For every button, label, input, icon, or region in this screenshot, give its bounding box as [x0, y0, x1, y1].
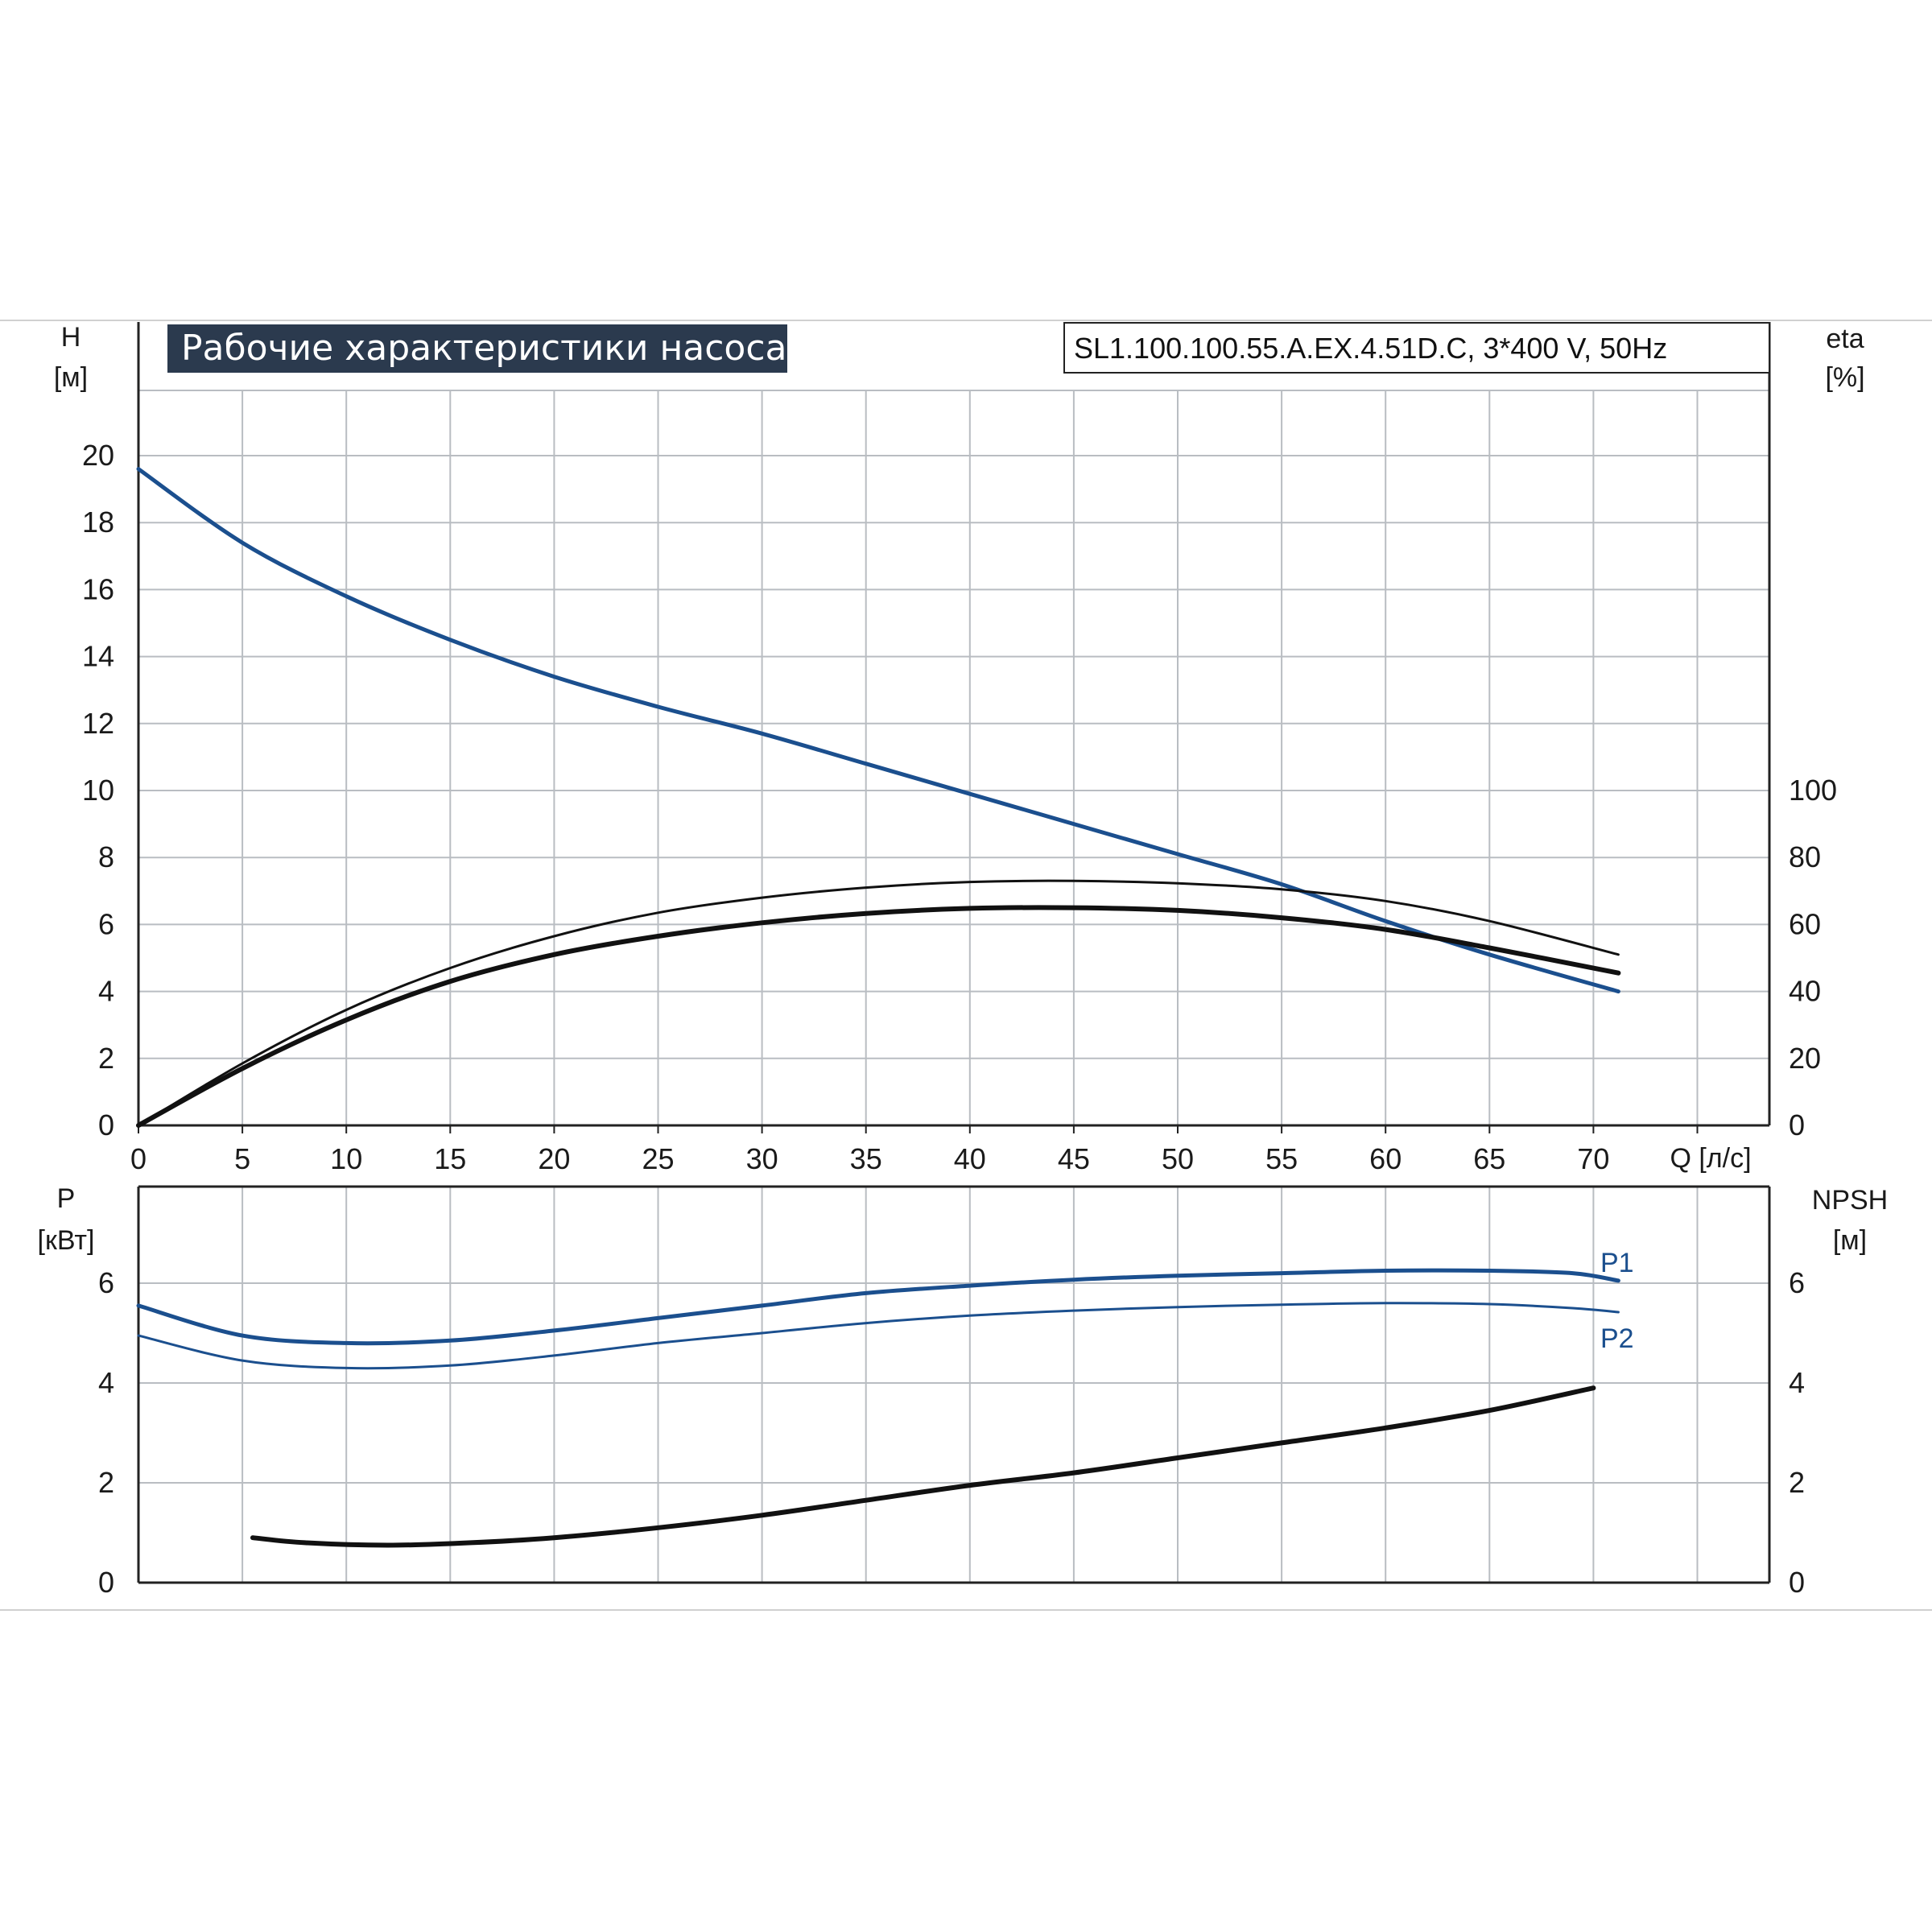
bottom-series-1-curve — [137, 1302, 1620, 1370]
bottom-y-right-tick-label: 6 — [1789, 1266, 1805, 1299]
y-left-tick-label: 20 — [82, 439, 114, 472]
y-left-tick-label: 16 — [82, 572, 114, 605]
x-tick-label: 30 — [746, 1142, 778, 1175]
y-left-title-bottom-line2: [кВт] — [38, 1225, 95, 1256]
bottom-plot-grid — [138, 1185, 1769, 1583]
y-right-title-bottom-line1: NPSH — [1812, 1185, 1888, 1216]
bottom-plot-tick-labels: 0 2 4 6 0 2 4 6 — [98, 1266, 1805, 1599]
top-series-1-curve — [137, 879, 1620, 1127]
x-tick-label: 60 — [1369, 1142, 1402, 1175]
y-left-tick-label: 8 — [98, 840, 114, 873]
x-tick-label: 70 — [1577, 1142, 1609, 1175]
x-tick-label: 10 — [330, 1142, 362, 1175]
y-left-title-top-line1: H — [61, 322, 81, 353]
x-axis-title: Q [л/с] — [1670, 1143, 1751, 1174]
x-tick-label: 35 — [850, 1142, 882, 1175]
bottom-series-0-curve — [136, 1268, 1620, 1346]
bottom-plot-axes — [137, 1187, 1771, 1584]
y-left-title-bottom-line1: P — [57, 1183, 76, 1214]
x-tick-label: 40 — [954, 1142, 986, 1175]
bottom-y-left-tick-label: 4 — [98, 1366, 114, 1399]
y-right-tick-label: 60 — [1789, 907, 1821, 940]
top-plot-tick-labels: 0 2 4 6 8 10 12 14 16 18 20 0 20 40 60 80 100 0 5 10 15 20 25 3… — [82, 439, 1837, 1175]
y-left-tick-label: 10 — [82, 774, 114, 807]
y-right-title-top-line2: [%] — [1825, 362, 1864, 393]
x-tick-label: 25 — [642, 1142, 674, 1175]
y-left-tick-label: 12 — [82, 707, 114, 740]
x-tick-label: 50 — [1162, 1142, 1194, 1175]
bottom-y-right-tick-label: 2 — [1789, 1466, 1805, 1499]
bottom-y-left-tick-label: 2 — [98, 1466, 114, 1499]
y-right-tick-label: 100 — [1789, 774, 1837, 807]
title-box — [167, 324, 787, 373]
x-tick-label: 65 — [1473, 1142, 1505, 1175]
y-left-tick-label: 18 — [82, 506, 114, 539]
top-plot-grid — [138, 390, 1769, 1126]
y-left-title-top-line2: [м] — [54, 362, 88, 393]
x-tick-label: 15 — [434, 1142, 466, 1175]
model-box — [1063, 322, 1770, 374]
y-right-tick-label: 20 — [1789, 1042, 1821, 1075]
chart-title: Рабочие характеристики насоса — [181, 328, 786, 369]
model-label: SL1.100.100.55.A.EX.4.51D.C, 3*400 V, 50… — [1074, 332, 1667, 365]
y-right-tick-label: 40 — [1789, 975, 1821, 1008]
bottom-series-2-curve — [250, 1385, 1596, 1548]
p2-curve-label: P2 — [1600, 1323, 1634, 1354]
y-left-tick-label: 4 — [98, 975, 114, 1008]
y-right-title-bottom-line2: [м] — [1833, 1225, 1867, 1256]
y-right-tick-label: 0 — [1789, 1108, 1805, 1141]
y-left-tick-label: 0 — [98, 1108, 114, 1141]
y-left-tick-label: 2 — [98, 1042, 114, 1075]
bottom-y-left-tick-label: 0 — [98, 1566, 114, 1599]
y-left-tick-label: 6 — [98, 907, 114, 940]
x-tick-label: 0 — [130, 1142, 147, 1175]
x-tick-label: 45 — [1058, 1142, 1090, 1175]
bottom-y-right-tick-label: 0 — [1789, 1566, 1805, 1599]
x-tick-label: 20 — [538, 1142, 570, 1175]
bottom-y-right-tick-label: 4 — [1789, 1366, 1805, 1399]
bottom-plot-curves — [136, 1268, 1620, 1548]
top-series-2-curve — [136, 905, 1621, 1128]
bottom-y-left-tick-label: 6 — [98, 1266, 114, 1299]
y-left-tick-label: 14 — [82, 640, 114, 673]
top-plot-axes — [137, 322, 1771, 1133]
y-right-tick-label: 80 — [1789, 840, 1821, 873]
top-plot-curves — [136, 467, 1621, 1128]
top-series-0-curve — [136, 467, 1620, 994]
y-right-title-top-line1: eta — [1826, 324, 1864, 354]
x-tick-label: 55 — [1265, 1142, 1298, 1175]
x-tick-label: 5 — [234, 1142, 250, 1175]
p1-curve-label: P1 — [1600, 1248, 1634, 1278]
